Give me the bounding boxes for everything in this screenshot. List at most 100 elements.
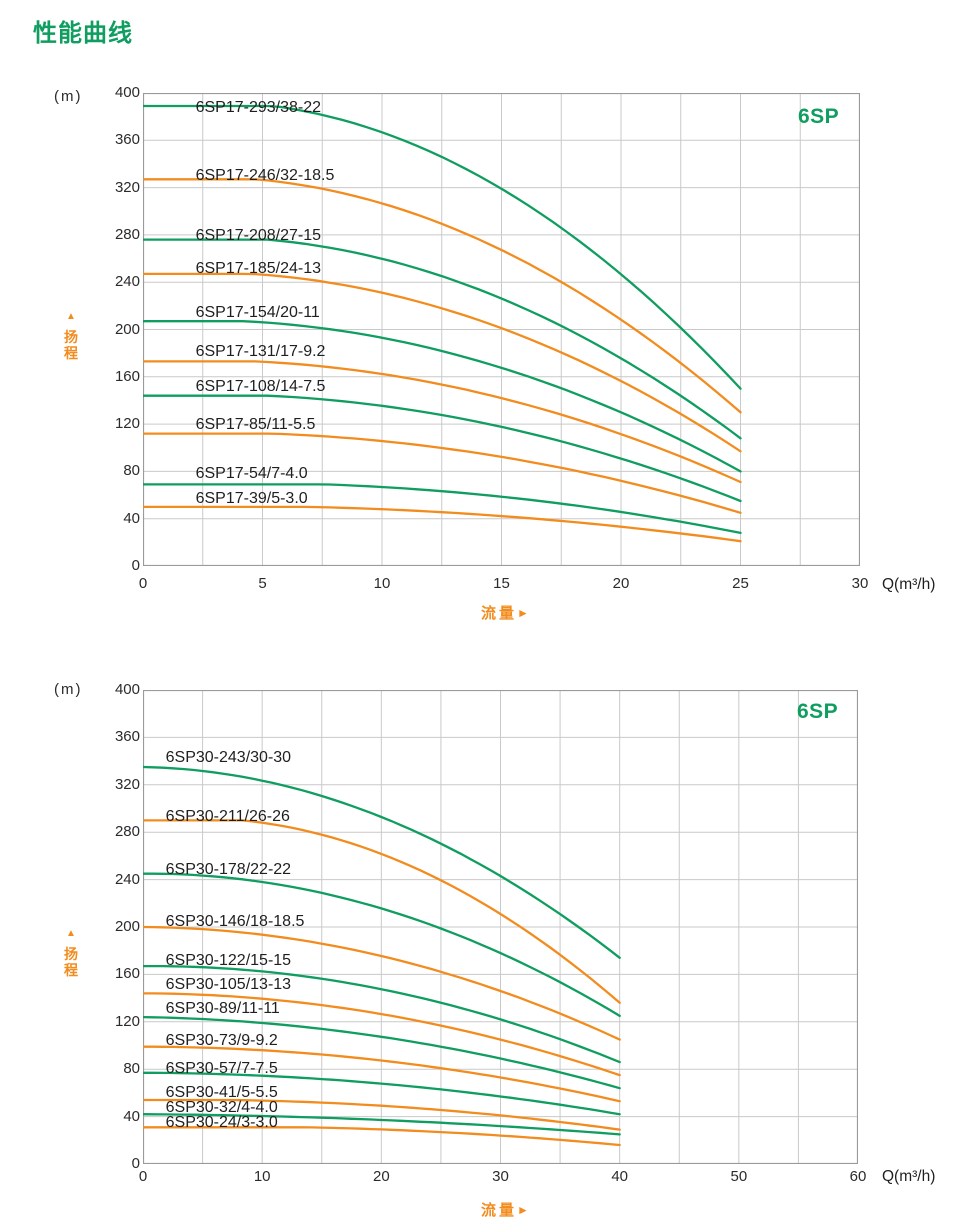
x-unit-label: Q(m³/h) bbox=[882, 1168, 936, 1185]
curves-layer bbox=[143, 104, 742, 543]
curve-6SP30-41/5-5.5 bbox=[143, 1098, 621, 1131]
y-tick-label: 80 bbox=[123, 1060, 140, 1078]
y-tick-label: 360 bbox=[114, 131, 140, 149]
curve-label: 6SP30-146/18-18.5 bbox=[165, 913, 305, 931]
x-tick-label: 25 bbox=[732, 575, 749, 592]
curve-label: 6SP30-32/4-4.0 bbox=[165, 1099, 278, 1117]
series-family-badge: 6SP bbox=[798, 105, 840, 128]
curve-label: 6SP30-122/15-15 bbox=[165, 952, 292, 970]
x-tick-label: 30 bbox=[492, 1168, 509, 1185]
curves-layer bbox=[143, 765, 621, 1147]
y-tick-label: 40 bbox=[123, 509, 140, 527]
curve-label: 6SP17-208/27-15 bbox=[195, 227, 322, 245]
y-tick-label: 360 bbox=[114, 728, 140, 746]
curve-label: 6SP17-131/17-9.2 bbox=[195, 342, 326, 360]
x-unit-label: Q(m³/h) bbox=[882, 576, 936, 593]
flow-axis-text: 流量 bbox=[481, 1202, 518, 1219]
head-axis-label: ▲ 扬程 bbox=[64, 311, 78, 361]
up-triangle-icon: ▲ bbox=[66, 928, 76, 939]
curve-label: 6SP30-243/30-30 bbox=[165, 748, 292, 766]
curve-6SP17-85/11-5.5 bbox=[143, 432, 742, 514]
y-tick-label: 0 bbox=[131, 557, 140, 574]
curve-label: 6SP17-246/32-18.5 bbox=[195, 166, 335, 184]
curve-6SP30-73/9-9.2 bbox=[143, 1045, 621, 1103]
curve-label: 6SP17-185/24-13 bbox=[195, 260, 322, 278]
plot-area bbox=[143, 93, 860, 566]
y-tick-label: 120 bbox=[114, 1012, 140, 1030]
x-tick-label: 20 bbox=[372, 1168, 390, 1185]
curve-6SP17-54/7-4.0 bbox=[143, 483, 742, 535]
curve-6SP17-39/5-3.0 bbox=[143, 505, 742, 543]
x-tick-label: 0 bbox=[138, 575, 148, 592]
curve-label: 6SP30-41/5-5.5 bbox=[165, 1083, 278, 1101]
right-triangle-icon: ► bbox=[517, 1203, 529, 1217]
x-tick-label: 15 bbox=[493, 575, 510, 592]
curve-6SP17-185/24-13 bbox=[143, 272, 742, 453]
curve-6SP30-24/3-3.0 bbox=[143, 1126, 621, 1147]
curve-6SP17-208/27-15 bbox=[143, 238, 742, 440]
curve-6SP30-122/15-15 bbox=[143, 964, 621, 1064]
head-axis-char: 扬 bbox=[64, 329, 78, 345]
x-tick-label: 50 bbox=[730, 1168, 748, 1185]
y-tick-label: 400 bbox=[114, 84, 140, 101]
plot-area bbox=[143, 690, 858, 1164]
curve-6SP17-108/14-7.5 bbox=[143, 394, 742, 503]
curve-label: 6SP17-54/7-4.0 bbox=[195, 464, 308, 482]
y-tick-label: 400 bbox=[114, 681, 140, 698]
curve-label: 6SP30-105/13-13 bbox=[165, 976, 292, 994]
page-title: 性能曲线 bbox=[33, 20, 133, 47]
y-tick-label: 200 bbox=[114, 320, 140, 338]
flow-axis-label: 流量► bbox=[481, 1199, 529, 1220]
y-tick-label: 240 bbox=[114, 273, 140, 291]
y-tick-label: 240 bbox=[114, 870, 140, 888]
curve-6SP30-146/18-18.5 bbox=[143, 925, 621, 1041]
curve-6SP30-211/26-26 bbox=[143, 819, 621, 1004]
y-tick-label: 0 bbox=[131, 1155, 140, 1172]
head-axis-char: 程 bbox=[64, 345, 78, 361]
curve-6SP30-32/4-4.0 bbox=[143, 1113, 621, 1136]
y-unit-label: (m) bbox=[54, 88, 83, 105]
curve-6SP17-154/20-11 bbox=[143, 320, 742, 473]
curve-label: 6SP30-178/22-22 bbox=[165, 861, 292, 879]
curve-label: 6SP30-73/9-9.2 bbox=[165, 1031, 278, 1049]
curve-label: 6SP30-24/3-3.0 bbox=[165, 1114, 278, 1132]
plot-border bbox=[143, 93, 860, 566]
curve-label: 6SP30-57/7-7.5 bbox=[165, 1060, 278, 1078]
curve-label: 6SP30-211/26-26 bbox=[165, 807, 290, 825]
curve-label: 6SP17-39/5-3.0 bbox=[195, 489, 308, 507]
curve-label: 6SP30-89/11-11 bbox=[165, 999, 280, 1017]
y-tick-label: 280 bbox=[114, 225, 140, 243]
x-tick-label: 0 bbox=[138, 1168, 148, 1185]
curve-label: 6SP17-85/11-5.5 bbox=[195, 416, 316, 434]
curve-6SP30-105/13-13 bbox=[143, 992, 621, 1077]
curve-label: 6SP17-293/38-22 bbox=[195, 99, 322, 117]
head-axis-char: 扬 bbox=[64, 946, 78, 962]
flow-axis-label: 流量► bbox=[481, 602, 529, 623]
curve-6SP17-293/38-22 bbox=[143, 104, 742, 390]
head-axis-char: 程 bbox=[64, 962, 78, 978]
y-tick-label: 120 bbox=[114, 415, 140, 433]
up-triangle-icon: ▲ bbox=[66, 311, 76, 322]
y-tick-label: 80 bbox=[123, 462, 140, 480]
x-tick-label: 10 bbox=[253, 1168, 271, 1185]
curve-label: 6SP17-108/14-7.5 bbox=[195, 378, 326, 396]
y-tick-label: 200 bbox=[114, 918, 140, 935]
y-tick-label: 320 bbox=[114, 178, 140, 196]
x-tick-label: 40 bbox=[611, 1168, 628, 1185]
x-tick-label: 5 bbox=[258, 575, 267, 592]
y-tick-label: 160 bbox=[114, 367, 140, 385]
curve-6SP30-89/11-11 bbox=[143, 1015, 621, 1090]
curve-6SP17-246/32-18.5 bbox=[143, 178, 742, 414]
x-tick-label: 60 bbox=[849, 1168, 867, 1185]
curve-6SP30-57/7-7.5 bbox=[143, 1071, 621, 1116]
y-tick-label: 320 bbox=[114, 775, 140, 793]
series-family-badge: 6SP bbox=[797, 700, 839, 723]
head-axis-label: ▲ 扬程 bbox=[64, 928, 78, 978]
y-tick-label: 280 bbox=[114, 823, 140, 841]
right-triangle-icon: ► bbox=[517, 606, 529, 620]
curve-6SP30-178/22-22 bbox=[143, 872, 621, 1018]
x-tick-label: 20 bbox=[612, 575, 630, 592]
grid-layer bbox=[143, 690, 858, 1164]
curve-6SP30-243/30-30 bbox=[143, 765, 621, 959]
